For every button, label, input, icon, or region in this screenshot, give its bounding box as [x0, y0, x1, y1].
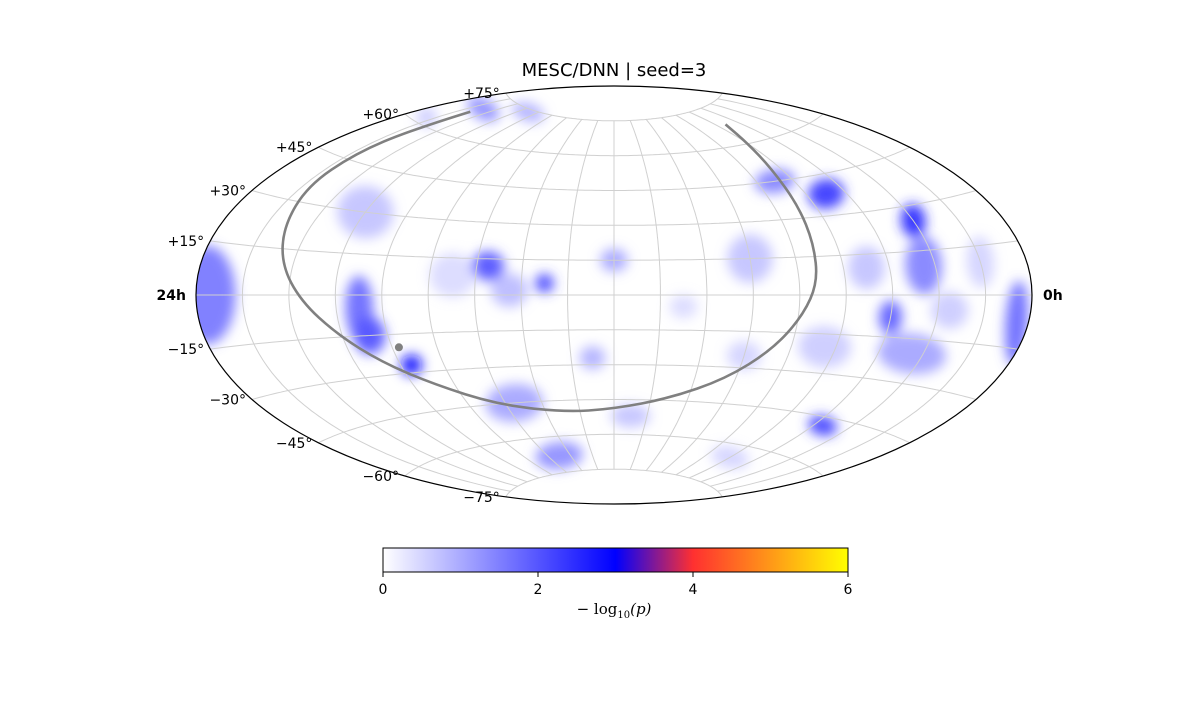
ra-left-label: 24h	[157, 288, 186, 304]
lon-gridline	[710, 103, 940, 487]
lon-gridline	[717, 98, 987, 492]
chart-title: MESC/DNN | seed=3	[522, 60, 707, 81]
lon-gridline	[520, 119, 583, 471]
lon-gridline	[675, 114, 801, 476]
lon-gridline	[700, 107, 894, 483]
colorbar-label-prefix: − log	[577, 600, 618, 618]
colorbar-tick-label: 6	[844, 582, 853, 598]
heat-blob-26	[1004, 280, 1029, 366]
lon-gridline	[381, 111, 540, 479]
colorbar: 0 2 4 6 − log10(p)	[379, 547, 853, 621]
galactic-plane-layer	[281, 110, 818, 413]
dec-tick-label: −60°	[362, 469, 399, 485]
colorbar-tick-label: 0	[379, 582, 388, 598]
heat-blob-20	[905, 236, 942, 295]
heat-blob-18	[808, 178, 845, 209]
sky-outline	[195, 85, 1033, 505]
lon-gridline	[474, 117, 567, 473]
colorbar-label: − log10(p)	[577, 600, 652, 621]
dec-tick-label: −75°	[463, 490, 500, 506]
colorbar-ticks: 0 2 4 6	[379, 572, 853, 598]
lon-gridline	[645, 119, 708, 471]
colorbar-label-subscript: 10	[617, 610, 630, 621]
dec-tick-label: −45°	[276, 436, 313, 452]
dec-tick-labels: +75° +60° +45° +30° +15° −15° −30° −45° −60° −75°	[168, 86, 500, 506]
dec-tick-label: +30°	[209, 184, 246, 200]
heat-blob-15	[535, 441, 583, 470]
heat-blob-16	[610, 404, 651, 428]
lon-gridline	[629, 120, 661, 470]
heat-blob-22	[848, 246, 885, 290]
heat-blob-30	[931, 291, 969, 329]
ra-right-label: 0h	[1043, 288, 1063, 304]
heat-blob-27	[808, 415, 838, 436]
lon-gridline	[688, 111, 847, 479]
colorbar-bar	[382, 547, 849, 573]
lon-gridline	[241, 98, 511, 492]
galactic-center-marker	[394, 343, 403, 352]
heat-blob-7	[429, 252, 476, 298]
heat-blob-25	[798, 326, 851, 368]
dec-tick-label: −15°	[168, 342, 205, 358]
dec-tick-label: +60°	[362, 107, 399, 123]
dec-tick-label: +15°	[168, 234, 205, 250]
heat-blob-5	[490, 273, 529, 307]
lon-gridline	[661, 117, 754, 473]
heat-blob-13	[579, 346, 606, 370]
galactic-plane-line	[281, 110, 818, 413]
dec-tick-label: −30°	[209, 393, 246, 409]
colorbar-tick-label: 2	[534, 582, 543, 598]
colorbar-label-suffix: (p)	[630, 600, 651, 618]
heat-blob-11	[401, 354, 422, 376]
lon-gridline	[334, 107, 528, 483]
heat-blob-24	[877, 333, 946, 375]
heat-blob-6	[535, 273, 554, 293]
dec-tick-label: +75°	[463, 86, 500, 102]
lon-gridline	[288, 103, 518, 487]
colorbar-tick-label: 4	[689, 582, 698, 598]
lat-gridline	[505, 468, 723, 498]
dec-tick-label: +45°	[276, 140, 313, 156]
graticule	[196, 92, 1032, 498]
lon-gridline	[427, 114, 553, 476]
sky-plot	[195, 85, 1033, 505]
heat-blob-32	[669, 294, 698, 319]
heat-blob-1	[511, 102, 545, 123]
